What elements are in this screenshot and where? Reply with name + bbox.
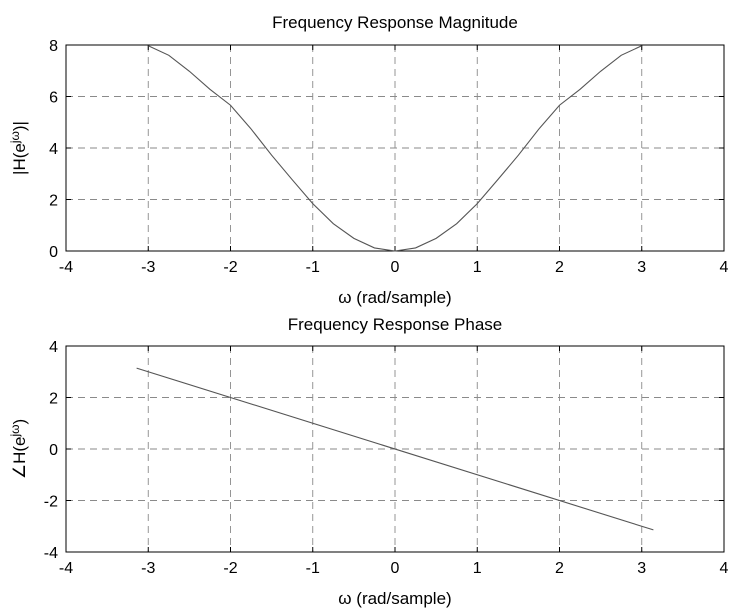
x-tick-label: 3 <box>637 560 646 577</box>
y-tick-label: 2 <box>49 391 58 408</box>
x-tick-label: -2 <box>223 259 237 276</box>
y-tick-label: 4 <box>49 141 58 158</box>
series-line <box>136 367 654 531</box>
chart-title: Frequency Response Magnitude <box>272 13 518 32</box>
series-line <box>148 45 642 252</box>
x-tick-label: -3 <box>141 259 155 276</box>
magnitude-chart: Frequency Response Magnitude -4 -3 -2 -1 0 1 2… <box>8 13 729 307</box>
x-tick-label: 0 <box>391 259 400 276</box>
x-tick-label: -1 <box>306 560 320 577</box>
y-axis-label-part: )| <box>10 121 29 131</box>
y-axis-label: |H(ejω)| <box>8 121 29 175</box>
x-tick-label: 1 <box>473 560 482 577</box>
y-axis-label: ∠H(ejω) <box>8 419 29 479</box>
y-tick-label: -4 <box>44 545 58 562</box>
x-axis-label: ω (rad/sample) <box>338 589 451 608</box>
x-tick-label: 2 <box>555 259 564 276</box>
y-tick-label: 6 <box>49 90 58 107</box>
chart-title: Frequency Response Phase <box>288 315 503 334</box>
y-tick-label: 2 <box>49 193 58 210</box>
y-tick-label: 0 <box>49 442 58 459</box>
y-axis-label-superscript: jω <box>8 131 22 144</box>
x-tick-label: 3 <box>637 259 646 276</box>
x-tick-label: 0 <box>391 560 400 577</box>
x-tick-label: -3 <box>141 560 155 577</box>
y-tick-label: 0 <box>49 244 58 261</box>
x-tick-label: -2 <box>223 560 237 577</box>
x-tick-label: 4 <box>720 259 729 276</box>
x-tick-label: -4 <box>59 259 73 276</box>
y-axis-label-superscript: jω <box>8 424 22 437</box>
y-tick-label: 4 <box>49 339 58 356</box>
y-tick-label: -2 <box>44 494 58 511</box>
x-tick-label: 1 <box>473 259 482 276</box>
x-tick-label: -4 <box>59 560 73 577</box>
x-axis-label: ω (rad/sample) <box>338 288 451 307</box>
x-tick-label: -1 <box>306 259 320 276</box>
y-tick-label: 8 <box>49 38 58 55</box>
phase-chart: Frequency Response Phase -4 -3 -2 -1 0 1 2 3 4 -4… <box>8 315 729 608</box>
x-tick-label: 2 <box>555 560 564 577</box>
x-tick-label: 4 <box>720 560 729 577</box>
y-axis-label-part: |H(e <box>10 143 29 175</box>
y-axis-label-part: ∠H(e <box>10 437 29 480</box>
y-axis-label-part: ) <box>10 419 29 425</box>
